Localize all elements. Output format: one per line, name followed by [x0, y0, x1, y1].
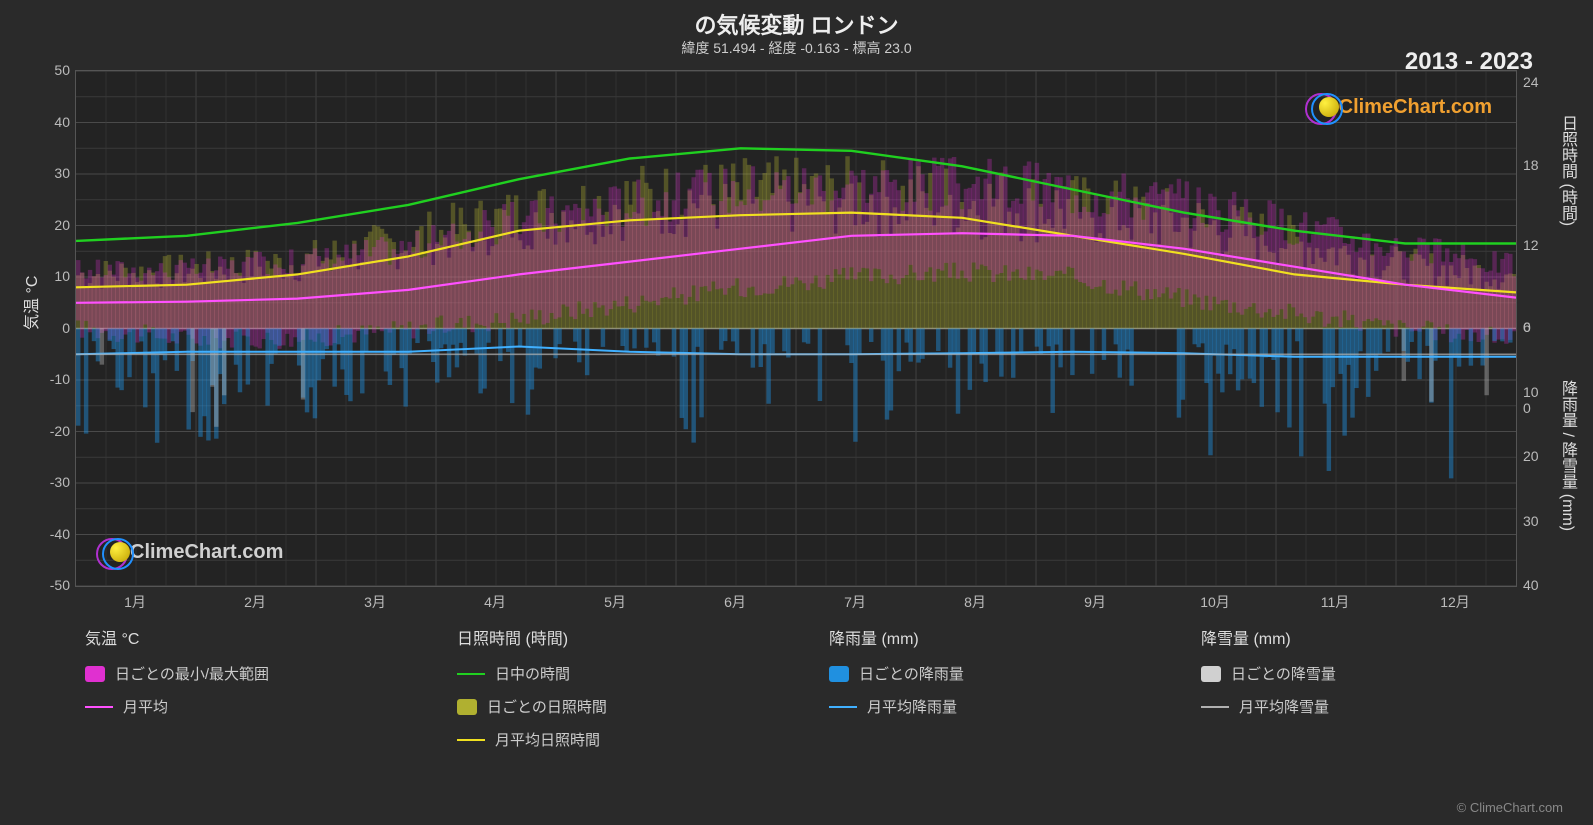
y-axis-left-label: 気温 °C	[18, 276, 42, 330]
x-tick: 9月	[1084, 592, 1106, 612]
y-tick-right-bottom: 0	[1523, 319, 1553, 335]
legend-label: 日ごとの降雪量	[1231, 663, 1336, 684]
legend-item: 月平均降雪量	[1201, 696, 1533, 717]
y-tick-right-bottom: 10	[1523, 384, 1553, 400]
legend-col-sun: 日照時間 (時間) 日中の時間 日ごとの日照時間 月平均日照時間	[457, 625, 789, 750]
y-tick-left: 20	[40, 217, 70, 233]
legend: 気温 °C 日ごとの最小/最大範囲 月平均 日照時間 (時間) 日中の時間 日ご…	[85, 625, 1533, 750]
legend-label: 月平均降雪量	[1239, 696, 1329, 717]
legend-title: 気温 °C	[85, 625, 417, 649]
logo-text: ClimeChart.com	[1339, 96, 1492, 119]
legend-title: 降雨量 (mm)	[829, 625, 1161, 649]
y-tick-left: 10	[40, 268, 70, 284]
legend-label: 日中の時間	[495, 663, 570, 684]
y-tick-left: -50	[40, 577, 70, 593]
legend-item: 日ごとの降雨量	[829, 663, 1161, 684]
x-tick: 1月	[124, 592, 146, 612]
y-tick-left: 30	[40, 165, 70, 181]
y-tick-left: 40	[40, 114, 70, 130]
x-tick: 5月	[604, 592, 626, 612]
legend-item: 日中の時間	[457, 663, 789, 684]
legend-col-temp: 気温 °C 日ごとの最小/最大範囲 月平均	[85, 625, 417, 750]
y-tick-left: -40	[40, 526, 70, 542]
x-tick: 11月	[1321, 592, 1350, 612]
legend-item: 月平均	[85, 696, 417, 717]
swatch-icon	[1201, 666, 1221, 682]
x-tick: 12月	[1440, 592, 1470, 612]
legend-title: 日照時間 (時間)	[457, 625, 789, 649]
y-tick-right-bottom: 30	[1523, 513, 1553, 529]
x-tick: 8月	[964, 592, 986, 612]
legend-label: 月平均降雨量	[867, 696, 957, 717]
legend-label: 月平均	[123, 696, 168, 717]
legend-item: 日ごとの最小/最大範囲	[85, 663, 417, 684]
y-tick-left: -10	[40, 371, 70, 387]
swatch-icon	[457, 699, 477, 715]
line-icon	[85, 706, 113, 708]
logo-bottom: ClimeChart.com	[96, 538, 283, 566]
x-tick: 6月	[724, 592, 746, 612]
x-tick: 3月	[364, 592, 386, 612]
line-icon	[829, 706, 857, 708]
logo-top: ClimeChart.com	[1305, 93, 1492, 121]
logo-icon	[1305, 93, 1333, 121]
y-tick-left: -30	[40, 474, 70, 490]
y-tick-left: 50	[40, 62, 70, 78]
y-tick-right-top: 12	[1523, 237, 1553, 253]
copyright: © ClimeChart.com	[1457, 800, 1563, 815]
legend-col-rain: 降雨量 (mm) 日ごとの降雨量 月平均降雨量	[829, 625, 1161, 750]
legend-col-snow: 降雪量 (mm) 日ごとの降雪量 月平均降雪量	[1201, 625, 1533, 750]
y-tick-right-top: 0	[1523, 400, 1553, 416]
line-icon	[457, 739, 485, 741]
chart-title: の気候変動 ロンドン	[0, 8, 1593, 40]
legend-item: 月平均日照時間	[457, 729, 789, 750]
x-tick: 4月	[484, 592, 506, 612]
legend-item: 日ごとの降雪量	[1201, 663, 1533, 684]
line-icon	[1201, 706, 1229, 708]
logo-text: ClimeChart.com	[130, 541, 283, 564]
swatch-icon	[829, 666, 849, 682]
y-tick-right-top: 24	[1523, 74, 1553, 90]
logo-icon	[96, 538, 124, 566]
x-tick: 2月	[244, 592, 266, 612]
x-tick: 7月	[844, 592, 866, 612]
y-tick-left: -20	[40, 423, 70, 439]
y-axis-right-bottom-label: 降雨量 / 降雪量 (mm)	[1555, 380, 1579, 531]
y-axis-right-top-label: 日照時間 (時間)	[1555, 115, 1579, 226]
chart-subtitle: 緯度 51.494 - 経度 -0.163 - 標高 23.0	[0, 38, 1593, 58]
line-icon	[457, 673, 485, 675]
swatch-icon	[85, 666, 105, 682]
legend-label: 日ごとの日照時間	[487, 696, 607, 717]
legend-item: 日ごとの日照時間	[457, 696, 789, 717]
legend-label: 日ごとの降雨量	[859, 663, 964, 684]
plot-area: ClimeChart.com ClimeChart.com	[75, 70, 1517, 587]
legend-label: 日ごとの最小/最大範囲	[115, 663, 269, 684]
chart-container: の気候変動 ロンドン 緯度 51.494 - 経度 -0.163 - 標高 23…	[0, 0, 1593, 825]
y-tick-left: 0	[40, 320, 70, 336]
y-tick-right-top: 18	[1523, 157, 1553, 173]
y-tick-right-bottom: 20	[1523, 448, 1553, 464]
legend-label: 月平均日照時間	[495, 729, 600, 750]
y-tick-right-bottom: 40	[1523, 577, 1553, 593]
legend-item: 月平均降雨量	[829, 696, 1161, 717]
x-tick: 10月	[1200, 592, 1230, 612]
legend-title: 降雪量 (mm)	[1201, 625, 1533, 649]
